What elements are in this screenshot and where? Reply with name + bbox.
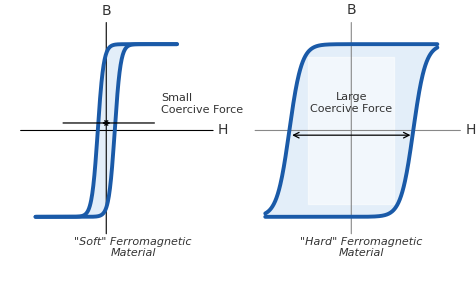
Text: H: H [218, 123, 228, 137]
Text: B: B [101, 4, 111, 18]
Text: Small
Coercive Force: Small Coercive Force [161, 93, 243, 115]
Text: Large
Coercive Force: Large Coercive Force [309, 92, 392, 114]
Text: B: B [346, 3, 356, 17]
Text: "Soft" Ferromagnetic
Material: "Soft" Ferromagnetic Material [74, 237, 191, 258]
Text: "Hard" Ferromagnetic
Material: "Hard" Ferromagnetic Material [300, 237, 422, 258]
Text: H: H [465, 123, 475, 137]
